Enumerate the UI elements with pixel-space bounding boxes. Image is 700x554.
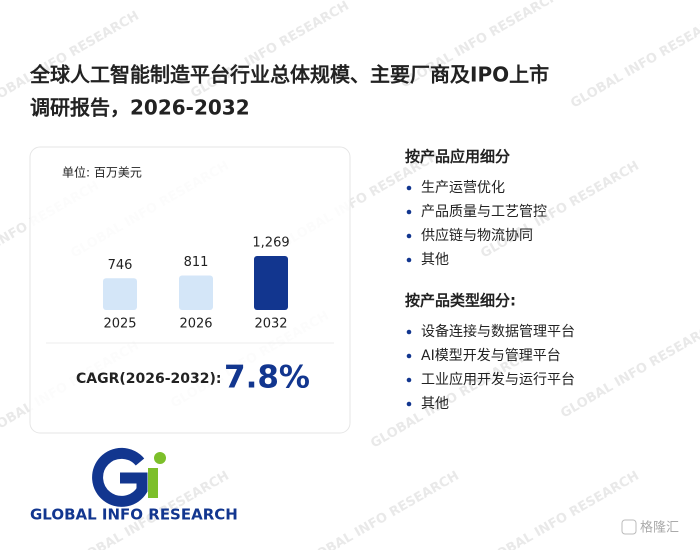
segment-item: 供应链与物流协同: [421, 227, 533, 244]
bullet: [406, 401, 412, 407]
segment-item: 设备连接与数据管理平台: [421, 323, 575, 340]
bar: [179, 275, 213, 310]
title-line: 全球人工智能制造平台行业总体规模、主要厂商及IPO上市: [29, 63, 549, 87]
bullet: [406, 353, 412, 359]
logo-text: GLOBAL INFO RESEARCH: [30, 506, 238, 524]
segment-item: 其他: [421, 252, 449, 268]
bar: [254, 256, 288, 310]
bullet: [406, 209, 412, 215]
bullet: [406, 377, 412, 383]
segment-item: 生产运营优化: [421, 180, 505, 196]
segment-heading: 按产品应用细分: [405, 148, 510, 166]
logo-g: [92, 447, 148, 507]
segment-item: AI模型开发与管理平台: [421, 348, 561, 364]
value-label: 811: [184, 255, 209, 270]
cagr-value: 7.8%: [224, 360, 310, 396]
title-line: 调研报告，2026-2032: [30, 96, 250, 120]
watermark: GLOBAL INFO RESEARCH: [558, 318, 700, 421]
bullet: [406, 185, 412, 191]
bullet: [406, 233, 412, 239]
logo-dot: [154, 452, 166, 464]
bullet: [406, 329, 412, 335]
x-tick-label: 2032: [254, 317, 287, 332]
source-badge: 格隆汇: [640, 520, 679, 536]
logo-i: [148, 468, 158, 498]
segment-item: 其他: [421, 396, 449, 412]
bar: [103, 278, 137, 310]
unit-label: 单位: 百万美元: [62, 165, 142, 180]
x-tick-label: 2026: [179, 317, 212, 332]
watermark: GLOBAL INFO RESEARCH: [298, 468, 461, 550]
value-label: 1,269: [252, 236, 289, 251]
badge-icon: [621, 519, 637, 535]
bullet: [406, 257, 412, 263]
value-label: 746: [108, 258, 133, 273]
watermark: GLOBAL INFO RESEARCH: [478, 468, 641, 550]
watermark: GLOBAL INFO RESEARCH: [568, 8, 700, 111]
segment-item: 工业应用开发与运行平台: [421, 371, 575, 388]
x-tick-label: 2025: [103, 317, 136, 332]
segment-heading: 按产品类型细分:: [405, 292, 516, 310]
segment-item: 产品质量与工艺管控: [421, 204, 547, 220]
logo: [92, 447, 166, 507]
cagr-label: CAGR(2026-2032):: [76, 371, 222, 387]
